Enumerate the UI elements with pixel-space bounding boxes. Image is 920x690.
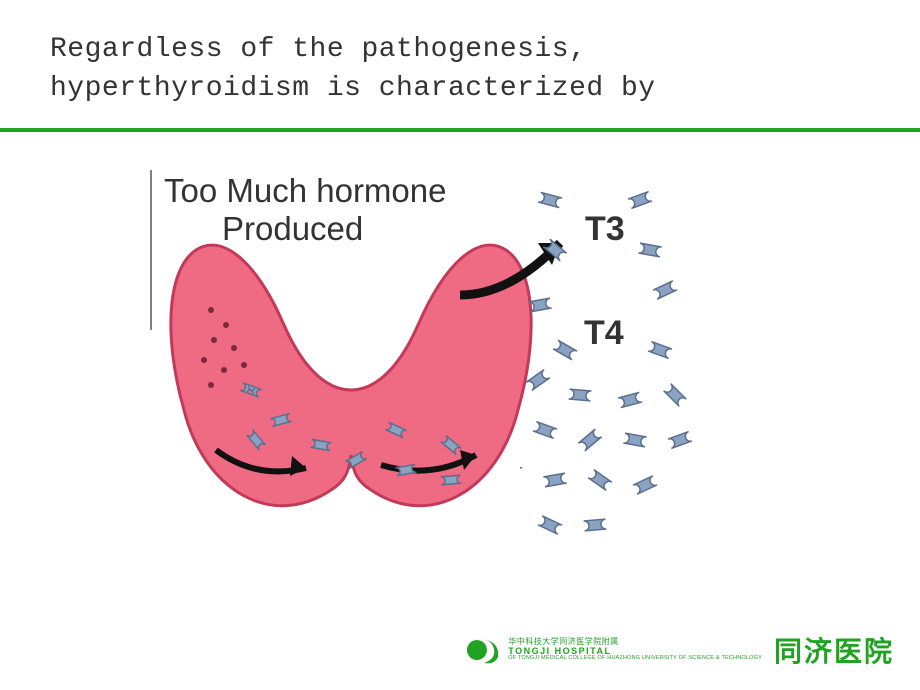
logo-cn-big: 同济医院 xyxy=(774,630,894,670)
diagram-left-border xyxy=(150,170,152,330)
slide-root: Regardless of the pathogenesis, hyperthy… xyxy=(0,0,920,690)
slide-title: Regardless of the pathogenesis, hyperthy… xyxy=(50,30,850,108)
hospital-logo-text: 华中科技大学同济医学院附属 TONGJI HOSPITAL OF TONGJI … xyxy=(508,638,762,662)
hormone-icons-outside xyxy=(520,180,770,570)
diagram-caption-line-1: Too Much hormone xyxy=(164,172,446,210)
hospital-logo-icon xyxy=(466,633,500,667)
hospital-logo: 华中科技大学同济医学院附属 TONGJI HOSPITAL OF TONGJI … xyxy=(466,630,894,670)
logo-subtitle: OF TONGJI MEDICAL COLLEGE OF HUAZHONG UN… xyxy=(508,656,762,662)
title-line-1: Regardless of the pathogenesis, xyxy=(50,30,850,69)
diagram: Too Much hormone Produced T3 T4 xyxy=(150,170,770,590)
green-divider xyxy=(0,128,920,132)
title-line-2: hyperthyroidism is characterized by xyxy=(50,69,850,108)
